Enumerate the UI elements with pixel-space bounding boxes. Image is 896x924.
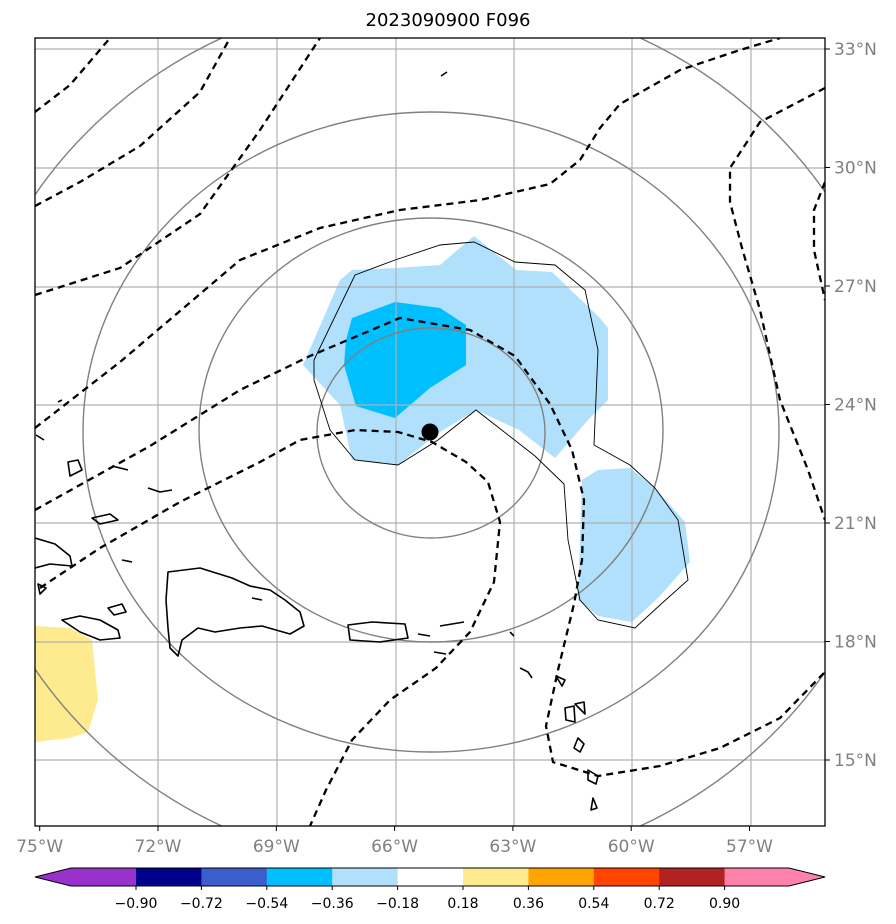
- colorbar-tick-label: −0.54: [245, 896, 288, 912]
- colorbar-segment: [266, 868, 333, 886]
- coastlines: [35, 71, 599, 811]
- map-area: [35, 38, 825, 826]
- colorbar-segment: [201, 868, 268, 886]
- colorbar-segment: [593, 868, 660, 886]
- island-chain-2: [121, 559, 133, 563]
- hispaniola-coast: [165, 567, 305, 657]
- barbuda-coast: [509, 631, 515, 637]
- lon-tick-label: 63°W: [489, 837, 536, 857]
- colorbar-segment: [35, 868, 136, 886]
- map-frame: [34, 37, 826, 827]
- cuba-east-coast: [35, 537, 73, 569]
- jamaica-coast: [61, 615, 121, 641]
- dashed-contour-lines: [35, 38, 825, 826]
- colorbar-segment: [136, 868, 202, 886]
- bermuda-coast: [440, 71, 448, 77]
- andros-coast: [67, 459, 83, 477]
- colorbar-outline: [34, 867, 826, 887]
- dominica-coast: [573, 737, 585, 753]
- lat-tick-label: 27°N: [834, 277, 877, 297]
- inagua-coast: [107, 603, 127, 616]
- colorbar-segment: [724, 868, 825, 886]
- hispaniola-small-island: [251, 597, 263, 601]
- caicos-coast: [147, 487, 173, 493]
- colorbar: −0.90 −0.72 −0.54 −0.36 −0.18 0.18 0.36 0.54 0.7…: [34, 867, 826, 912]
- lon-tick-label: 72°W: [135, 837, 182, 857]
- lon-tick-label: 69°W: [253, 837, 300, 857]
- bahamas-north: [35, 399, 63, 441]
- gridlines: [35, 38, 825, 826]
- puerto-rico-coast: [347, 621, 409, 643]
- lon-tick-label: 60°W: [608, 837, 655, 857]
- yellow-anomaly-area: [35, 626, 98, 742]
- lat-tick-label: 18°N: [834, 633, 877, 653]
- martinique-coast: [587, 769, 599, 785]
- latitude-ticks: 33°N 30°N 27°N 24°N 21°N 18°N 15°N: [825, 40, 877, 771]
- colorbar-tick-label: −0.90: [115, 896, 158, 912]
- mona-island: [433, 651, 447, 655]
- colorbar-segment: [659, 868, 726, 886]
- grey-contour-lines: [35, 38, 825, 826]
- guadeloupe-coast: [564, 701, 586, 723]
- colorbar-tick-label: 0.72: [644, 896, 675, 912]
- colorbar-tick-label: 0.54: [578, 896, 609, 912]
- storm-center-marker: [421, 423, 439, 441]
- lat-tick-label: 30°N: [834, 159, 877, 179]
- colorbar-tick-label: 0.90: [709, 896, 740, 912]
- colorbar-segment: [332, 868, 399, 886]
- colorbar-segment: [463, 868, 529, 886]
- lat-tick-label: 21°N: [834, 514, 877, 534]
- lon-tick-label: 66°W: [371, 837, 418, 857]
- lat-tick-label: 33°N: [834, 40, 877, 60]
- lon-tick-label: 75°W: [16, 837, 63, 857]
- st-lucia-coast: [590, 797, 598, 811]
- longitude-ticks: 75°W 72°W 69°W 66°W 63°W 60°W 57°W: [16, 826, 773, 857]
- thin-black-contours: [313, 241, 689, 629]
- map-title: 2023090900 F096: [365, 10, 531, 31]
- light-blue-anomaly-area-east: [578, 468, 690, 622]
- lon-tick-label: 57°W: [726, 837, 773, 857]
- colorbar-tick-label: −0.72: [180, 896, 223, 912]
- leeward-island-1: [519, 667, 533, 679]
- lat-tick-label: 24°N: [834, 396, 877, 416]
- colorbar-tick-label: 0.18: [447, 896, 478, 912]
- leeward-island-2: [555, 675, 566, 687]
- bahamas-coast: [91, 513, 119, 525]
- colorbar-tick-label: −0.18: [376, 896, 419, 912]
- colorbar-segment: [397, 868, 464, 886]
- colorbar-segment: [528, 868, 595, 886]
- lat-tick-label: 15°N: [834, 751, 877, 771]
- colorbar-tick-label: 0.36: [513, 896, 544, 912]
- colorbar-tick-label: −0.36: [311, 896, 354, 912]
- cyan-anomaly-area: [344, 302, 466, 418]
- vi-coast: [417, 621, 465, 637]
